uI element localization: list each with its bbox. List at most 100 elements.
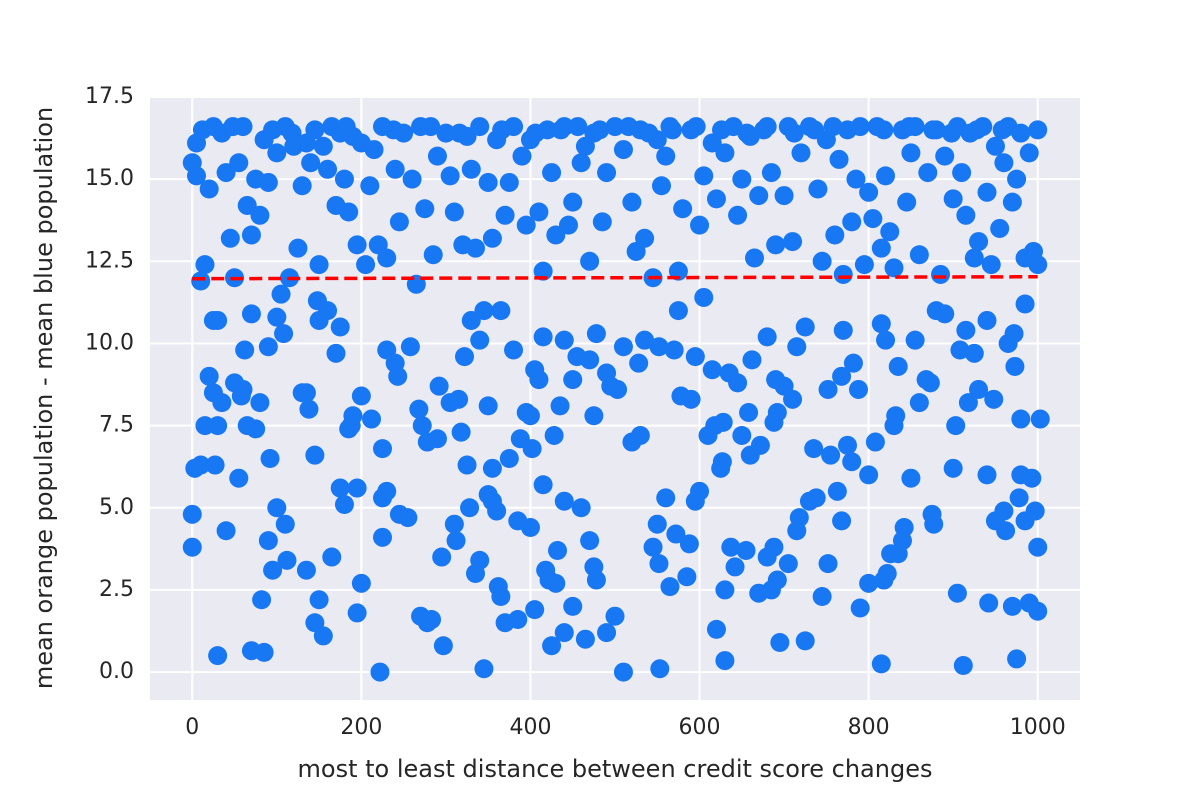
point bbox=[694, 166, 714, 186]
point bbox=[254, 642, 274, 662]
point bbox=[818, 554, 838, 574]
point bbox=[1011, 465, 1031, 485]
point bbox=[580, 531, 600, 551]
point bbox=[533, 327, 553, 347]
point bbox=[336, 117, 356, 137]
point bbox=[271, 284, 291, 304]
point bbox=[199, 366, 219, 386]
point bbox=[309, 590, 329, 610]
point bbox=[766, 235, 786, 255]
point bbox=[309, 255, 329, 275]
point bbox=[846, 169, 866, 189]
point bbox=[662, 120, 682, 140]
y-tick-label: 5.0 bbox=[99, 495, 134, 520]
point bbox=[742, 350, 762, 370]
point bbox=[749, 186, 769, 206]
point bbox=[812, 586, 832, 606]
point bbox=[263, 560, 283, 580]
point bbox=[208, 416, 228, 436]
x-tick-label: 200 bbox=[340, 715, 382, 740]
point bbox=[597, 623, 617, 643]
point bbox=[622, 432, 642, 452]
point bbox=[301, 153, 321, 173]
point bbox=[715, 651, 735, 671]
point bbox=[990, 218, 1010, 238]
point bbox=[550, 396, 570, 416]
point bbox=[656, 488, 676, 508]
point bbox=[370, 662, 390, 682]
point bbox=[229, 153, 249, 173]
point bbox=[832, 366, 852, 386]
point bbox=[778, 554, 798, 574]
point bbox=[191, 455, 211, 475]
point bbox=[499, 172, 519, 192]
point bbox=[208, 646, 228, 666]
point bbox=[1011, 409, 1031, 429]
point bbox=[871, 654, 891, 674]
x-tick-label: 0 bbox=[185, 715, 199, 740]
point bbox=[546, 573, 566, 593]
point bbox=[429, 376, 449, 396]
point bbox=[449, 389, 469, 409]
point bbox=[373, 527, 392, 547]
point bbox=[529, 202, 549, 222]
point bbox=[474, 301, 494, 321]
point bbox=[1009, 488, 1029, 508]
point bbox=[884, 258, 904, 278]
point bbox=[774, 186, 794, 206]
point bbox=[383, 120, 403, 140]
point bbox=[652, 176, 671, 196]
point bbox=[330, 478, 350, 498]
point bbox=[563, 370, 583, 390]
point bbox=[220, 228, 240, 248]
point bbox=[542, 163, 562, 183]
point bbox=[275, 514, 295, 534]
point bbox=[260, 448, 280, 468]
point bbox=[1030, 409, 1050, 429]
point bbox=[571, 153, 591, 173]
point bbox=[415, 199, 435, 219]
point bbox=[767, 570, 787, 590]
point bbox=[235, 340, 255, 360]
point bbox=[690, 215, 710, 235]
point bbox=[996, 521, 1016, 541]
point bbox=[964, 248, 984, 268]
point bbox=[897, 192, 917, 212]
point bbox=[854, 255, 874, 275]
point bbox=[499, 448, 519, 468]
point bbox=[843, 353, 863, 373]
point bbox=[208, 310, 228, 330]
point bbox=[977, 465, 997, 485]
point bbox=[433, 636, 453, 656]
point bbox=[789, 508, 809, 528]
point bbox=[195, 255, 215, 275]
point bbox=[664, 340, 684, 360]
point bbox=[223, 117, 243, 137]
point bbox=[592, 212, 612, 232]
point bbox=[871, 314, 891, 334]
point bbox=[246, 419, 266, 439]
point bbox=[322, 547, 342, 567]
y-tick-label: 7.5 bbox=[99, 413, 134, 438]
point bbox=[713, 412, 733, 432]
point bbox=[1004, 324, 1024, 344]
point bbox=[979, 593, 999, 613]
point bbox=[958, 393, 978, 413]
point bbox=[258, 337, 278, 357]
point bbox=[943, 458, 963, 478]
point bbox=[460, 498, 480, 518]
point bbox=[233, 379, 253, 399]
point bbox=[649, 554, 669, 574]
point bbox=[728, 205, 748, 225]
point bbox=[296, 560, 316, 580]
point bbox=[964, 343, 984, 363]
point bbox=[466, 238, 485, 258]
point bbox=[833, 264, 853, 284]
point bbox=[737, 123, 757, 143]
y-tick-label: 17.5 bbox=[85, 84, 134, 109]
point bbox=[305, 445, 325, 465]
point bbox=[267, 498, 287, 518]
point bbox=[318, 159, 338, 179]
point bbox=[341, 416, 361, 436]
point bbox=[388, 366, 408, 386]
